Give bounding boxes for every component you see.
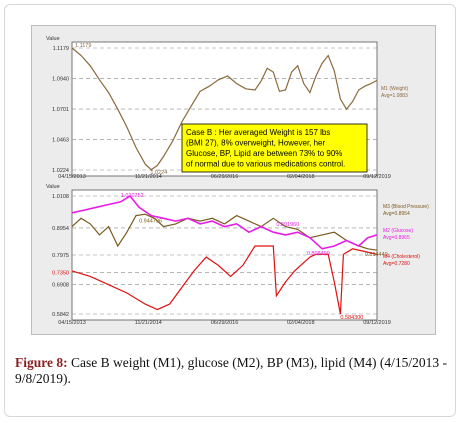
x-tick-label: 02/04/2018 <box>287 320 315 326</box>
x-tick-label: 06/29/2016 <box>211 320 239 326</box>
charts-svg: Value1.11791.09401.07011.04631.022404/15… <box>46 36 429 326</box>
y-tick-label: 0.5842 <box>52 312 69 318</box>
series-line-m2 <box>71 194 378 250</box>
annotation-end: 0.814440 <box>365 252 388 258</box>
series-line-m1 <box>71 47 378 171</box>
legend-label: M3 (Blood Pressure) <box>383 204 429 210</box>
legend-avg: Avg=0.7280 <box>383 261 410 267</box>
x-tick-label: 11/21/2014 <box>135 320 162 326</box>
x-tick-label: 11/21/2014 <box>135 174 162 180</box>
note-line: Case B : Her averaged Weight is 157 lbs <box>186 128 330 137</box>
figure-caption: Figure 8: Case B weight (M1), glucose (M… <box>15 355 455 387</box>
x-tick-label: 04/15/2013 <box>58 174 86 180</box>
legend-avg: Avg=0.8965 <box>383 235 410 241</box>
y-tick-label: 1.0701 <box>52 107 69 113</box>
y-axis-label-top: Value <box>46 36 60 42</box>
y-tick-label: 1.0463 <box>52 137 69 143</box>
y-axis-label-bottom: Value <box>46 184 60 190</box>
annotation-lipid-min: 0.584300 <box>340 315 363 321</box>
y-tick-label: 1.0108 <box>52 194 69 200</box>
series-line-m3 <box>71 213 378 251</box>
x-tick-label: 02/04/2018 <box>287 174 315 180</box>
x-tick-label: 09/12/2019 <box>363 174 391 180</box>
annotation-max: 1.1179 <box>75 43 91 49</box>
legend-avg: Avg=0.8954 <box>383 211 410 217</box>
note-line: (BMI 27), 8% overweight, However, her <box>186 139 326 148</box>
y-tick-label: 0.7975 <box>52 253 69 259</box>
y-tick-label: 0.8954 <box>52 226 69 232</box>
y-tick-label: 0.6908 <box>52 283 69 289</box>
x-tick-label: 09/12/2019 <box>363 320 391 326</box>
y-tick-label: 1.0224 <box>52 168 69 174</box>
x-tick-label: 06/29/2016 <box>211 174 239 180</box>
figure-frame: Value 1.1179 1.0940 1.0701 1.0463 1.0224 04/15… <box>4 4 456 417</box>
legend-label: M4 (Cholesterol) <box>383 254 420 260</box>
annotation-bp-mid: 0.891960 <box>276 222 299 228</box>
annotation-glucose-max: 1.010752 <box>121 193 144 199</box>
annotation-glucose-min: 0.808499 <box>307 251 330 257</box>
y-tick-label: 0.7350 <box>52 270 69 276</box>
annotation-min: 1.0224 <box>150 170 167 176</box>
note-line: of normal due to various medications con… <box>186 160 345 169</box>
annotation-bp-max: 0.944796 <box>139 218 162 224</box>
legend-label: M2 (Glucose) <box>383 228 413 234</box>
legend-avg: Avg=1.0883 <box>381 93 408 99</box>
chart-panel: Value 1.1179 1.0940 1.0701 1.0463 1.0224 04/15… <box>31 25 436 335</box>
x-tick-label: 04/15/2013 <box>58 320 86 326</box>
note-line: Glucose, BP, Lipid are between 73% to 90… <box>186 149 342 158</box>
legend-label: M1 (Weight) <box>381 86 408 92</box>
y-tick-label: 1.1179 <box>53 46 69 52</box>
y-tick-label: 1.0940 <box>52 77 69 83</box>
caption-label: Figure 8: <box>15 355 68 370</box>
note-box <box>181 123 368 173</box>
caption-text: Case B weight (M1), glucose (M2), BP (M3… <box>15 355 447 386</box>
series-line-m4 <box>71 245 378 315</box>
